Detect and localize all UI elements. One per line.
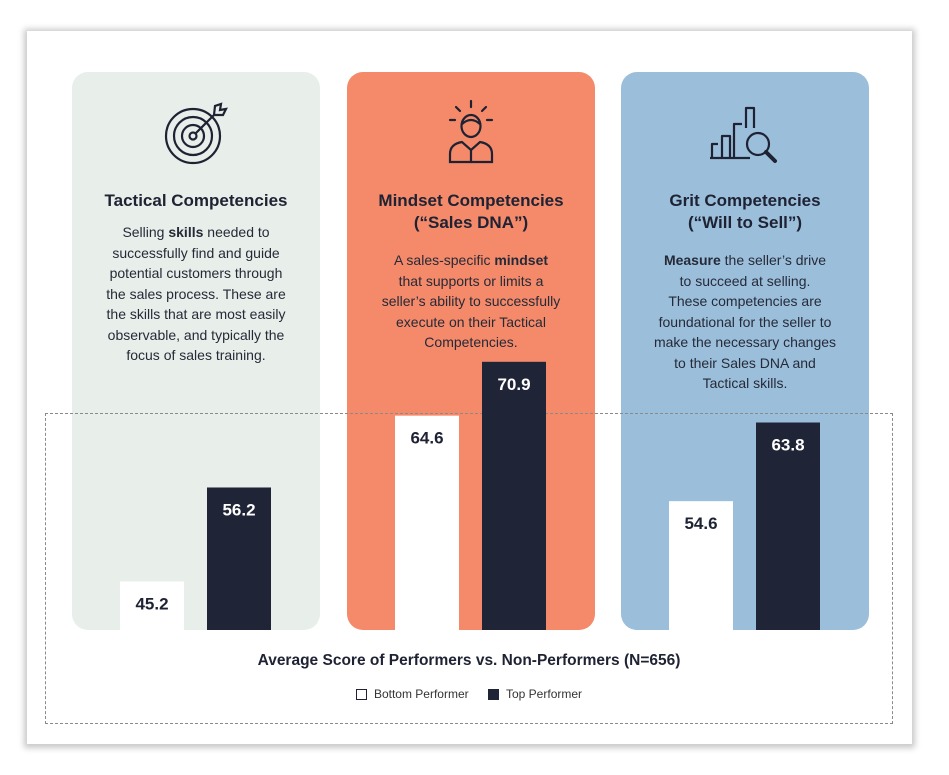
bar-top-2 xyxy=(756,422,820,630)
card-title-line: (“Will to Sell”) xyxy=(687,213,803,232)
card-title-line: (“Sales DNA”) xyxy=(413,213,529,232)
card-title-line: Tactical Competencies xyxy=(104,191,288,210)
bar-bottom-2 xyxy=(669,501,733,630)
bar-top-0 xyxy=(207,487,271,630)
legend-item-top: Top Performer xyxy=(488,687,582,701)
card-mindset: Mindset Competencies (“Sales DNA”) A sal… xyxy=(347,72,595,630)
card-tactical: Tactical Competencies Selling skills nee… xyxy=(72,72,320,630)
bar-label-top-2: 63.8 xyxy=(771,436,804,455)
bar-bottom-0 xyxy=(120,581,184,630)
person-idea-icon xyxy=(448,99,494,164)
card-grit: Grit Competencies (“Will to Sell”) Measu… xyxy=(621,72,869,630)
card-title-grit: Grit Competencies (“Will to Sell”) xyxy=(621,190,869,234)
legend-item-bottom: Bottom Performer xyxy=(355,687,469,701)
target-icon xyxy=(164,102,228,165)
legend-label-top: Top Performer xyxy=(506,687,583,701)
chart-area-border xyxy=(45,413,893,724)
bar-label-bottom-1: 64.6 xyxy=(410,429,443,448)
card-title-mindset: Mindset Competencies (“Sales DNA”) xyxy=(347,190,595,234)
card-title-line: Grit Competencies xyxy=(669,191,821,210)
card-desc-tactical: Selling skills needed to successfully fin… xyxy=(106,224,286,363)
bar-label-top-0: 56.2 xyxy=(222,500,255,519)
card-desc-grit: Measure the seller’s drive to succeed at … xyxy=(653,252,837,391)
legend-swatch-top xyxy=(488,688,499,700)
bar-bottom-1 xyxy=(395,415,459,630)
card-title-line: Mindset Competencies xyxy=(378,191,564,210)
card-title-tactical: Tactical Competencies xyxy=(72,190,320,212)
card-desc-mindset: A sales-specific mindset that supports or… xyxy=(381,252,561,350)
bar-top-1 xyxy=(482,361,546,630)
chart-title: Average Score of Performers vs. Non-Perf… xyxy=(257,652,681,669)
bar-label-top-1: 70.9 xyxy=(497,375,530,394)
chart-magnifier-icon xyxy=(710,106,777,163)
legend-swatch-bottom xyxy=(355,688,367,700)
chart-legend: Bottom Performer Top Performer xyxy=(45,687,893,703)
legend-label-bottom: Bottom Performer xyxy=(373,687,469,701)
bar-label-bottom-0: 45.2 xyxy=(135,595,168,614)
bar-label-bottom-2: 54.6 xyxy=(684,514,717,533)
